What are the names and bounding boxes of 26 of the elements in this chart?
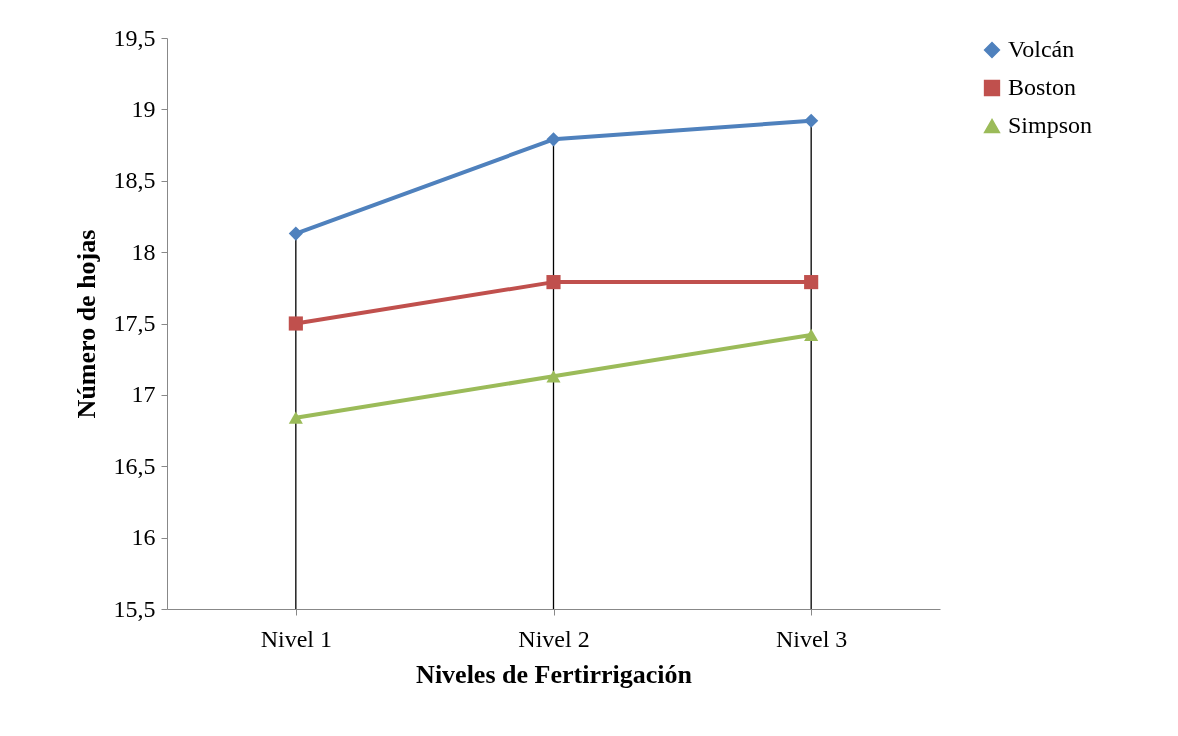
y-tick-label: 18 [131,238,156,265]
point [804,275,819,290]
y-tick-label: 18,5 [113,167,156,194]
y-tick-label: 19,5 [113,24,156,51]
legend-label: Boston [1008,74,1077,100]
point [804,328,819,342]
point [288,226,303,241]
x-tick-label: Nivel 2 [518,625,590,652]
point [288,316,303,331]
point [804,113,819,128]
point [546,370,561,383]
x-tick-label: Nivel 1 [260,625,332,652]
y-axis-title: Número de hojas [71,229,101,419]
y-tick-label: 17 [131,381,156,408]
x-tick-label: Nivel 3 [776,625,848,652]
y-tick-label: 16,5 [113,452,156,479]
point [288,411,303,424]
point [546,132,561,147]
y-tick-label: 16 [131,524,156,551]
y-tick-label: 19 [131,95,156,122]
point [546,275,561,290]
legend-label: Volcán [1008,36,1075,62]
x-axis-title: Niveles de Fertirrigación [416,659,693,689]
legend-label: Simpson [1008,112,1093,138]
y-tick-label: 15,5 [113,595,156,622]
y-tick-label: 17,5 [113,310,156,336]
